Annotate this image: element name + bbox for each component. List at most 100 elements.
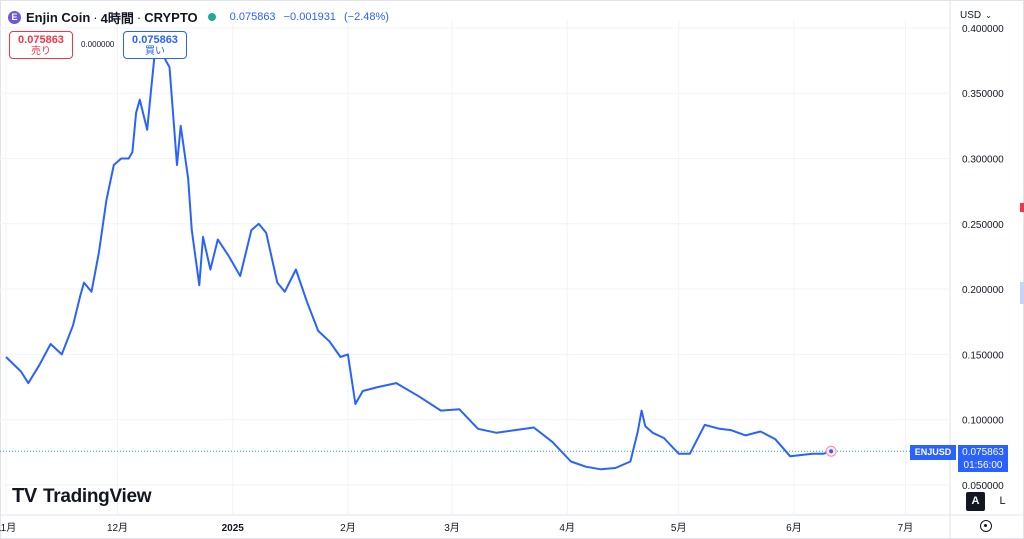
data-point bbox=[90, 291, 92, 293]
data-point bbox=[719, 428, 721, 430]
data-point bbox=[176, 164, 178, 166]
data-point bbox=[61, 353, 63, 355]
data-point bbox=[146, 129, 148, 131]
buy-price: 0.075863 bbox=[132, 34, 178, 46]
x-tick-label: 2025 bbox=[222, 523, 245, 534]
data-point bbox=[774, 438, 776, 440]
currency-label: USD bbox=[960, 10, 982, 21]
y-tick-label: 0.300000 bbox=[962, 155, 1004, 166]
data-point bbox=[418, 395, 420, 397]
buy-edge-marker bbox=[1020, 282, 1024, 304]
data-point bbox=[83, 282, 85, 284]
data-point bbox=[128, 158, 130, 160]
bar-countdown: 01:56:00 bbox=[963, 460, 1003, 471]
data-point bbox=[284, 291, 286, 293]
data-point bbox=[663, 437, 665, 439]
tradingview-logo[interactable]: TV TradingView bbox=[12, 485, 152, 508]
data-point bbox=[202, 236, 204, 238]
last-price: 0.075863 bbox=[229, 11, 276, 23]
data-point bbox=[38, 364, 40, 366]
data-point bbox=[477, 428, 479, 430]
data-point bbox=[139, 99, 141, 101]
chart-legend: E Enjin Coin · 4時間 · CRYPTO 0.075863 −0.… bbox=[8, 8, 394, 26]
sell-price: 0.075863 bbox=[18, 34, 64, 46]
data-point bbox=[730, 429, 732, 431]
x-tick-label: 12月 bbox=[107, 522, 128, 534]
data-point bbox=[458, 408, 460, 410]
symbol-name[interactable]: Enjin Coin bbox=[26, 9, 91, 25]
data-point bbox=[704, 424, 706, 426]
data-point bbox=[180, 125, 182, 127]
data-point bbox=[789, 455, 791, 457]
data-point bbox=[72, 325, 74, 327]
data-point bbox=[759, 430, 761, 432]
data-point bbox=[644, 425, 646, 427]
data-point bbox=[228, 255, 230, 257]
spread-value: 0.000000 bbox=[81, 40, 115, 49]
x-tick-label: 5月 bbox=[671, 522, 687, 534]
last-price-value: 0.075863 bbox=[962, 447, 1004, 458]
data-point bbox=[585, 466, 587, 468]
data-point bbox=[187, 177, 189, 179]
data-point bbox=[98, 252, 100, 254]
data-point bbox=[239, 275, 241, 277]
data-point bbox=[27, 382, 29, 384]
x-tick-label: 2月 bbox=[340, 522, 356, 534]
data-point bbox=[641, 410, 643, 412]
price-change: −0.001931 bbox=[283, 11, 336, 23]
data-point bbox=[678, 453, 680, 455]
data-point bbox=[362, 390, 364, 392]
data-point bbox=[79, 295, 81, 297]
interval-label[interactable]: 4時間 bbox=[100, 10, 134, 26]
x-tick-label: 3月 bbox=[444, 522, 460, 534]
tradingview-logo-icon: TV bbox=[12, 485, 37, 507]
data-point bbox=[50, 343, 52, 345]
y-tick-label: 0.200000 bbox=[962, 285, 1004, 296]
data-point bbox=[258, 223, 260, 225]
price-change-pct: (−2.48%) bbox=[344, 11, 389, 23]
data-point bbox=[551, 441, 553, 443]
data-point bbox=[652, 432, 654, 434]
x-tick-label: 4月 bbox=[559, 522, 575, 534]
y-tick-label: 0.350000 bbox=[962, 89, 1004, 100]
price-readout: 0.075863 −0.001931 (−2.48%) bbox=[230, 11, 394, 23]
symbol-price-label: ENJUSD bbox=[910, 445, 956, 460]
data-point bbox=[150, 90, 152, 92]
y-tick-label: 0.150000 bbox=[962, 350, 1004, 361]
exchange-label: CRYPTO bbox=[144, 9, 198, 25]
data-point bbox=[800, 454, 802, 456]
data-point bbox=[135, 112, 137, 114]
data-point bbox=[340, 356, 342, 358]
sell-button[interactable]: 0.075863 売り bbox=[9, 31, 73, 59]
data-point bbox=[113, 164, 115, 166]
data-point bbox=[169, 66, 171, 68]
data-point bbox=[209, 269, 211, 271]
settings-icon[interactable] bbox=[980, 520, 992, 532]
auto-scale-button[interactable]: A bbox=[966, 492, 985, 511]
data-point bbox=[745, 434, 747, 436]
chevron-down-icon: ⌄ bbox=[985, 11, 992, 20]
data-point bbox=[395, 382, 397, 384]
data-point bbox=[20, 370, 22, 372]
data-point bbox=[328, 340, 330, 342]
enjin-coin-icon: E bbox=[8, 10, 21, 24]
data-point bbox=[317, 330, 319, 332]
market-status-icon bbox=[207, 13, 216, 21]
data-point bbox=[514, 429, 516, 431]
data-point bbox=[823, 453, 825, 455]
log-scale-button[interactable]: L bbox=[999, 495, 1006, 507]
data-point bbox=[570, 460, 572, 462]
sell-label: 売り bbox=[31, 46, 51, 57]
data-point bbox=[689, 453, 691, 455]
data-point bbox=[131, 151, 133, 153]
y-tick-label: 0.400000 bbox=[962, 24, 1004, 35]
x-tick-label: 7月 bbox=[898, 522, 914, 534]
currency-selector[interactable]: USD ⌄ bbox=[960, 10, 992, 21]
y-tick-label: 0.050000 bbox=[962, 481, 1004, 492]
legend-separator: · bbox=[93, 9, 98, 25]
data-point bbox=[637, 430, 639, 432]
y-tick-label: 0.100000 bbox=[962, 416, 1004, 427]
data-point bbox=[165, 60, 167, 62]
buy-button[interactable]: 0.075863 買い bbox=[123, 31, 187, 59]
